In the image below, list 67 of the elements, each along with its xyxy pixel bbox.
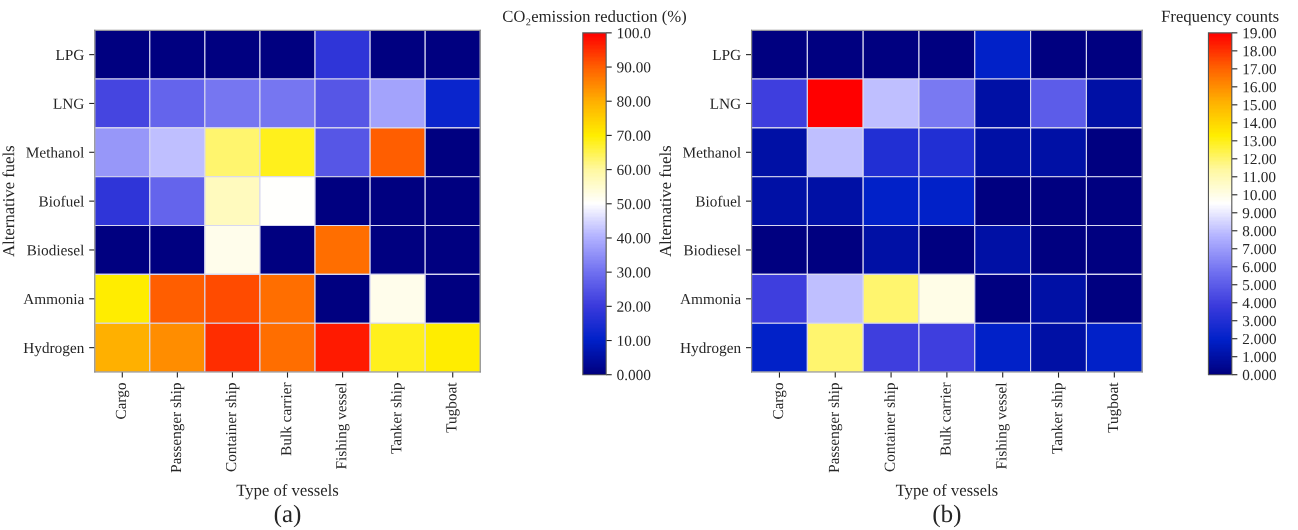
x-tick-label: Container ship [884, 383, 898, 472]
y-axis-title: Alternative fuels [659, 145, 672, 257]
y-tick-label: Biodiesel [683, 244, 741, 256]
x-tick-label: Tugboat [445, 382, 460, 433]
x-tick-label: Cargo [772, 383, 787, 419]
text: (a) [274, 504, 301, 528]
x-tick-label: Bulk carrier [280, 382, 292, 456]
y-tick-label: Biofuel [38, 195, 85, 207]
color-bar-title: CO₂emission reduction (%) [502, 10, 686, 26]
y-tick-label: Ammonia [680, 293, 741, 305]
color-bar-label: 17.00 [1243, 63, 1277, 75]
y-tick-label: Hydrogen [680, 342, 741, 357]
color-bar-label: 40.00 [616, 233, 651, 244]
color-bar-label: 13.00 [1243, 135, 1277, 147]
x-tick-label: Bulk carrier [939, 382, 951, 456]
y-tick-label: LPG [55, 49, 84, 61]
color-bar-label: 10.00 [1243, 189, 1277, 201]
color-bar-label: 2.000 [1242, 333, 1277, 345]
text: (b) [933, 504, 961, 528]
color-bar-label: 20.00 [617, 301, 651, 312]
x-axis-title: Type of vessels [895, 483, 998, 500]
x-tick-label: Passenger ship [170, 383, 185, 473]
x-tick-label: Passenger ship [828, 383, 843, 473]
x-tick-label: Container ship [225, 383, 240, 472]
x-tick-label: Tugboat [1107, 382, 1122, 433]
y-axis-title: Alternative fuels [2, 145, 15, 257]
x-axis-title: Type of vessels [236, 483, 339, 500]
color-bar-label: 10.00 [617, 335, 651, 347]
x-tick-label: Tanker ship [390, 383, 405, 454]
color-bar-label: 9.000 [1242, 207, 1277, 219]
color-bar-label: 3.000 [1242, 315, 1277, 327]
color-bar-label: 50.00 [617, 198, 651, 210]
color-bar-label: 18.00 [1243, 45, 1277, 57]
color-bar-label: 4.000 [1242, 297, 1277, 309]
color-bar-label: 60.00 [617, 164, 651, 176]
color-bar-label: 19.00 [1243, 28, 1277, 39]
color-bar-label: 70.00 [617, 130, 651, 141]
x-tick-label: Fishing vessel [995, 382, 1010, 470]
y-tick-label: Hydrogen [23, 342, 85, 357]
y-tick-label: LNG [710, 98, 741, 109]
color-bar-label: 1.000 [1243, 351, 1277, 363]
color-bar-label: 11.00 [1243, 171, 1276, 183]
x-tick-label: Cargo [115, 383, 130, 419]
color-bar-label: 6.000 [1242, 261, 1277, 273]
y-tick-label: Biodiesel [27, 244, 85, 256]
color-bar-label: 14.00 [1243, 117, 1277, 129]
y-tick-label: Methanol [26, 147, 85, 158]
y-tick-label: Methanol [683, 147, 741, 158]
x-tick-label: Fishing vessel [335, 382, 350, 470]
color-bar-label: 5.000 [1243, 279, 1277, 291]
y-tick-label: LNG [53, 98, 84, 109]
color-bar-label: 80.00 [617, 96, 651, 107]
color-bar-label: 100.0 [617, 28, 651, 39]
color-bar-label: 0.000 [617, 369, 651, 381]
color-bar-label: 16.00 [1243, 81, 1277, 93]
color-bar-label: 90.00 [617, 62, 651, 73]
color-bar-title: Frequency counts [1161, 10, 1279, 26]
color-bar-label: 30.00 [617, 267, 651, 278]
color-bar-label: 7.000 [1243, 243, 1277, 255]
color-bar-label: 0.000 [1242, 369, 1277, 381]
y-tick-label: Biofuel [695, 195, 741, 207]
color-bar-label: 8.000 [1242, 225, 1277, 237]
color-bar-label: 12.00 [1243, 153, 1277, 165]
y-tick-label: LPG [712, 49, 741, 61]
color-bar-label: 15.00 [1243, 99, 1277, 111]
x-tick-label: Tanker ship [1051, 383, 1066, 454]
y-tick-label: Ammonia [23, 293, 85, 305]
